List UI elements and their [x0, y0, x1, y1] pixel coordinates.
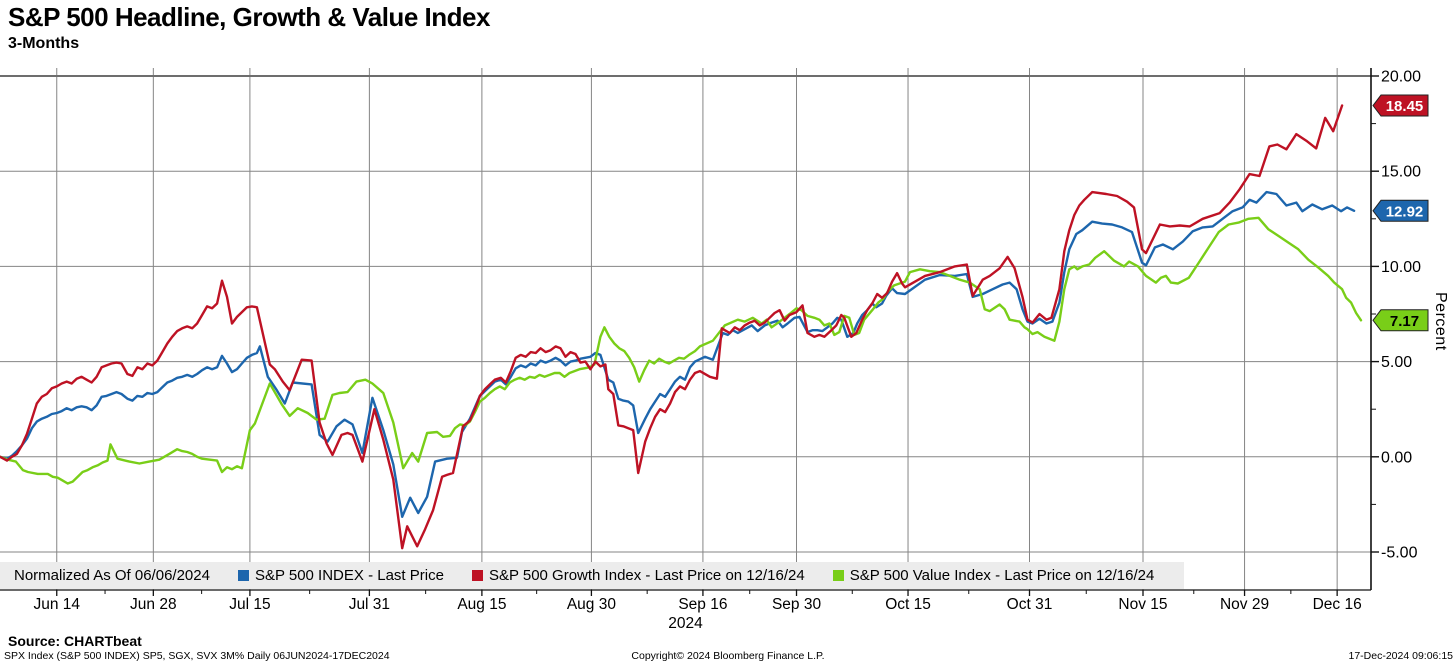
x-tick-label: Jul 15: [229, 596, 270, 613]
x-tick-label: Aug 30: [567, 596, 617, 613]
last-price-tag-sp500-index: [1372, 199, 1429, 222]
series-line-sp500-index: [0, 190, 1356, 518]
last-price-tag-sp500-growth: [1372, 94, 1429, 117]
x-tick-label: Jul 31: [349, 596, 390, 613]
legend-swatch-sp500-growth: [471, 570, 483, 581]
x-tick-label: Sep 16: [678, 596, 727, 613]
legend-swatch-sp500-value: [832, 570, 844, 581]
y-tick-label: 10.00: [1381, 259, 1421, 276]
x-tick-label: Jun 28: [130, 596, 177, 613]
legend-label: S&P 500 Value Index - Last Price on 12/1…: [849, 567, 1155, 584]
y-tick-label: -5.00: [1381, 545, 1418, 562]
series-line-sp500-growth: [0, 104, 1344, 550]
legend-label: S&P 500 INDEX - Last Price: [254, 567, 444, 584]
footer-ticker-info: SPX Index (S&P 500 INDEX) SP5, SGX, SVX …: [4, 650, 390, 662]
source-label: Source: CHARTbeat: [8, 633, 142, 649]
legend-item-sp500-growth[interactable]: S&P 500 Growth Index - Last Price on 12/…: [471, 567, 805, 584]
footer-timestamp: 17-Dec-2024 09:06:15: [1348, 650, 1454, 662]
y-axis-title: Percent: [1432, 292, 1449, 351]
x-tick-label: Nov 29: [1220, 596, 1269, 613]
footer-copyright: Copyright© 2024 Bloomberg Finance L.P.: [631, 650, 825, 662]
page-subtitle: 3-Months: [8, 35, 80, 52]
y-tick-label: 0.00: [1381, 449, 1412, 466]
x-tick-label: Dec 16: [1313, 596, 1362, 613]
page-title: S&P 500 Headline, Growth & Value Index: [8, 2, 490, 32]
last-price-tag-text-sp500-value: 7.17: [1390, 313, 1419, 330]
last-price-tag-text-sp500-index: 12.92: [1386, 203, 1424, 220]
x-tick-label: Nov 15: [1118, 596, 1167, 613]
chart-legend: Normalized As Of 06/06/2024 S&P 500 INDE…: [0, 562, 1184, 589]
x-tick-label: Oct 15: [885, 596, 931, 613]
legend-item-sp500-index[interactable]: S&P 500 INDEX - Last Price: [237, 567, 444, 584]
y-tick-label: 15.00: [1381, 164, 1421, 181]
y-tick-label: 5.00: [1381, 354, 1412, 371]
x-tick-label: Sep 30: [772, 596, 822, 613]
x-axis-year-label: 2024: [668, 615, 703, 632]
x-tick-label: Jun 14: [33, 596, 80, 613]
last-price-tag-text-sp500-growth: 18.45: [1386, 98, 1424, 115]
last-price-tag-sp500-value: [1372, 309, 1429, 332]
legend-normalized-label: Normalized As Of 06/06/2024: [14, 567, 210, 584]
x-tick-label: Aug 15: [457, 596, 506, 613]
y-tick-label: 20.00: [1381, 69, 1421, 86]
legend-swatch-sp500-index: [237, 570, 249, 581]
legend-item-sp500-value[interactable]: S&P 500 Value Index - Last Price on 12/1…: [832, 567, 1155, 584]
series-line-sp500-value: [0, 216, 1363, 485]
legend-label: S&P 500 Growth Index - Last Price on 12/…: [488, 567, 805, 584]
x-tick-label: Oct 31: [1007, 596, 1053, 613]
